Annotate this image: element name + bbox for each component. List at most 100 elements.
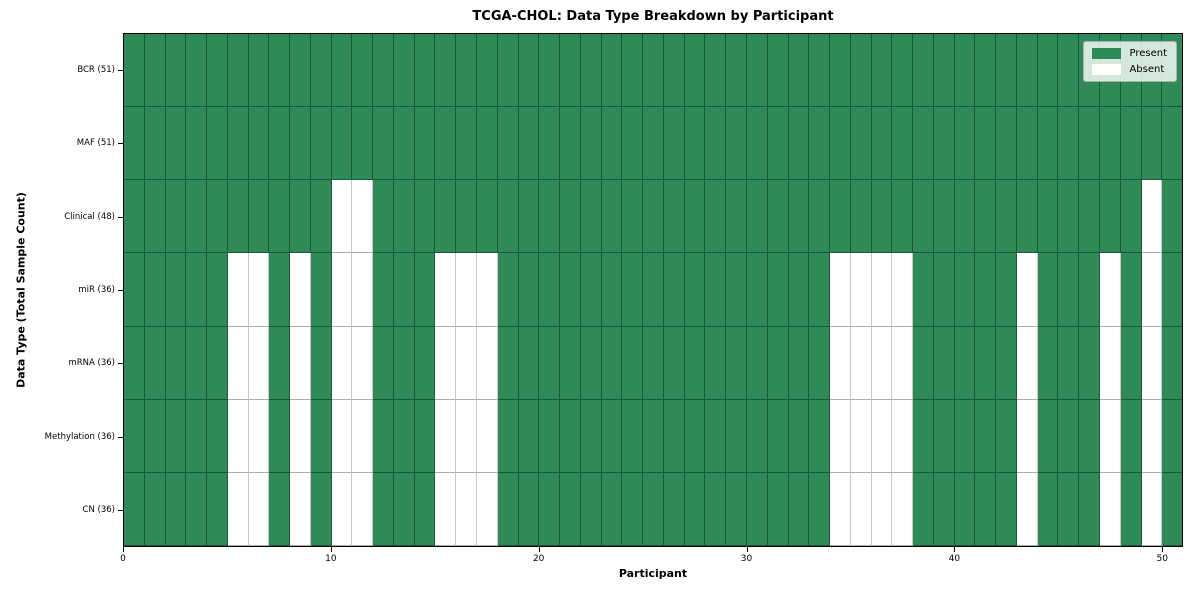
heatmap-cell bbox=[975, 180, 997, 254]
heatmap-cell bbox=[975, 399, 997, 473]
heatmap-cell bbox=[1058, 472, 1080, 546]
heatmap-cell bbox=[518, 472, 540, 546]
x-tick-label: 40 bbox=[948, 554, 961, 564]
heatmap-cell bbox=[227, 34, 249, 108]
heatmap-cell bbox=[414, 253, 436, 327]
heatmap-cell bbox=[290, 399, 311, 473]
heatmap-cell bbox=[850, 326, 872, 400]
x-tick bbox=[954, 547, 956, 552]
heatmap-cell bbox=[414, 326, 436, 400]
heatmap-cell bbox=[352, 472, 374, 546]
heatmap-cell bbox=[996, 326, 1017, 400]
heatmap-cell bbox=[539, 472, 561, 546]
heatmap-cell bbox=[269, 399, 291, 473]
heatmap-cell bbox=[269, 34, 291, 108]
heatmap-cell bbox=[435, 34, 457, 108]
heatmap-cell bbox=[1037, 472, 1059, 546]
heatmap-cell bbox=[913, 180, 934, 254]
heatmap-cell bbox=[809, 253, 831, 327]
heatmap-cell bbox=[705, 180, 727, 254]
heatmap-cell bbox=[518, 107, 540, 181]
heatmap-cell bbox=[746, 253, 768, 327]
chart-title: TCGA-CHOL: Data Type Breakdown by Partic… bbox=[472, 9, 834, 24]
heatmap-cell bbox=[1141, 326, 1163, 400]
heatmap-cell bbox=[746, 472, 768, 546]
heatmap-cell bbox=[850, 253, 872, 327]
heatmap-cell bbox=[497, 34, 519, 108]
heatmap-cell bbox=[1037, 399, 1059, 473]
heatmap-cell bbox=[124, 472, 145, 546]
heatmap-cell bbox=[207, 107, 228, 181]
heatmap-cell bbox=[580, 253, 602, 327]
heatmap-cell bbox=[622, 253, 644, 327]
heatmap-row-mrna bbox=[124, 326, 1183, 400]
heatmap-cell bbox=[830, 472, 851, 546]
heatmap-cell bbox=[726, 180, 747, 254]
heatmap-cell bbox=[601, 253, 623, 327]
heatmap-cell bbox=[663, 326, 685, 400]
heatmap-cell bbox=[622, 180, 644, 254]
heatmap-cell bbox=[331, 326, 353, 400]
heatmap-cell bbox=[124, 107, 145, 181]
heatmap-cell bbox=[913, 253, 934, 327]
heatmap-cell bbox=[124, 326, 145, 400]
heatmap-cell bbox=[767, 253, 789, 327]
heatmap-cell bbox=[518, 326, 540, 400]
heatmap-cell bbox=[310, 34, 332, 108]
heatmap-cell bbox=[1058, 180, 1080, 254]
heatmap-cell bbox=[996, 107, 1017, 181]
heatmap-cell bbox=[788, 326, 810, 400]
heatmap-cell bbox=[207, 399, 228, 473]
heatmap-cell bbox=[933, 399, 955, 473]
heatmap-cell bbox=[124, 399, 145, 473]
heatmap-cell bbox=[414, 399, 436, 473]
heatmap-row-clinical bbox=[124, 180, 1183, 254]
heatmap-cell bbox=[580, 107, 602, 181]
heatmap-cell bbox=[726, 399, 747, 473]
heatmap-cell bbox=[1079, 253, 1100, 327]
heatmap-cell bbox=[809, 326, 831, 400]
heatmap-cell bbox=[165, 472, 187, 546]
heatmap-cell bbox=[248, 180, 270, 254]
heatmap-cell bbox=[684, 326, 706, 400]
heatmap-cell bbox=[767, 326, 789, 400]
heatmap-cell bbox=[830, 34, 851, 108]
heatmap-cell bbox=[1016, 34, 1038, 108]
heatmap-cell bbox=[435, 399, 457, 473]
heatmap-cell bbox=[809, 34, 831, 108]
heatmap-cell bbox=[601, 180, 623, 254]
heatmap-cell bbox=[186, 326, 208, 400]
heatmap-cell bbox=[663, 472, 685, 546]
heatmap-row-methylation bbox=[124, 399, 1183, 473]
heatmap-cell bbox=[913, 326, 934, 400]
heatmap-cell bbox=[871, 253, 893, 327]
heatmap-cell bbox=[643, 107, 664, 181]
heatmap-cell bbox=[1141, 399, 1163, 473]
heatmap-cell bbox=[227, 107, 249, 181]
heatmap-cell bbox=[663, 107, 685, 181]
heatmap-cell bbox=[331, 399, 353, 473]
heatmap-cell bbox=[767, 180, 789, 254]
heatmap-cell bbox=[456, 326, 478, 400]
heatmap-cell bbox=[207, 253, 228, 327]
heatmap-cell bbox=[560, 180, 581, 254]
plot-area: Present Absent bbox=[123, 33, 1183, 547]
heatmap-cell bbox=[871, 472, 893, 546]
heatmap-cell bbox=[622, 399, 644, 473]
heatmap-cell bbox=[746, 326, 768, 400]
heatmap-cell bbox=[227, 326, 249, 400]
heatmap-cell bbox=[1079, 472, 1100, 546]
heatmap-cell bbox=[435, 253, 457, 327]
heatmap-cell bbox=[352, 180, 374, 254]
heatmap-cell bbox=[601, 107, 623, 181]
heatmap-cell bbox=[518, 34, 540, 108]
heatmap-cell bbox=[560, 34, 581, 108]
heatmap-cell bbox=[144, 34, 166, 108]
heatmap-cell bbox=[518, 399, 540, 473]
heatmap-cell bbox=[207, 472, 228, 546]
heatmap-row-maf bbox=[124, 107, 1183, 181]
heatmap-cell bbox=[975, 107, 997, 181]
heatmap-cell bbox=[1058, 34, 1080, 108]
heatmap-row-cn bbox=[124, 472, 1183, 546]
heatmap-cell bbox=[601, 472, 623, 546]
